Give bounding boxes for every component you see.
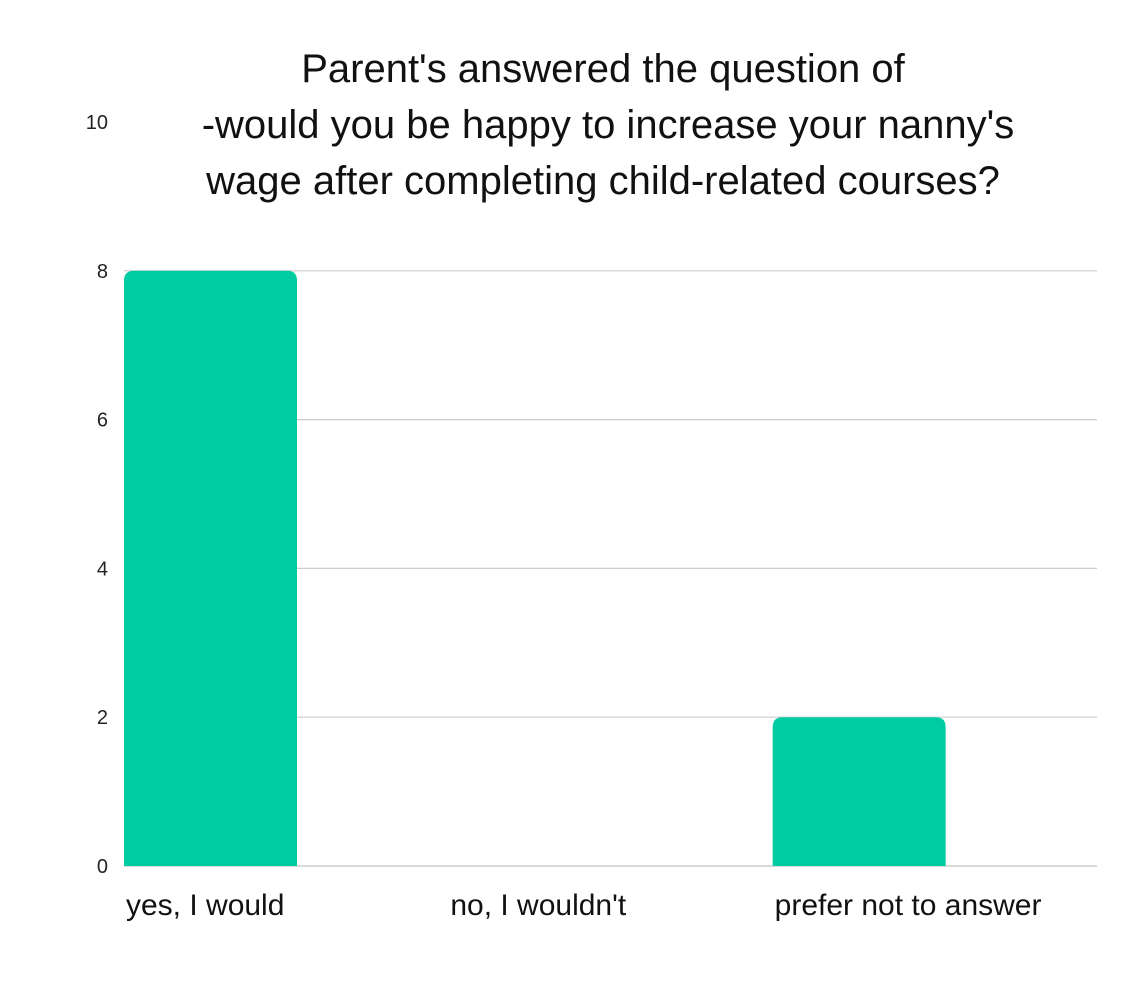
- y-tick-label: 4: [97, 558, 108, 580]
- bar-2: [772, 717, 946, 866]
- y-axis-ticks: 0 2 4 6 8 10: [86, 112, 108, 878]
- y-tick-label: 0: [97, 856, 108, 878]
- x-axis-labels: yes, I would no, I wouldn't prefer not to …: [126, 889, 1041, 922]
- chart-title-line-3: wage after completing child-related cour…: [205, 159, 1000, 203]
- x-category-label: prefer not to answer: [775, 889, 1042, 922]
- y-tick-label: 10: [86, 112, 108, 134]
- chart-title-line-1: Parent's answered the question of: [301, 47, 905, 91]
- x-category-label: yes, I would: [126, 889, 284, 922]
- y-tick-label: 8: [97, 261, 108, 283]
- y-tick-label: 6: [97, 410, 108, 432]
- bars-layer: [124, 270, 946, 866]
- chart-title: Parent's answered the question of -would…: [202, 47, 1015, 203]
- x-category-label: no, I wouldn't: [450, 889, 627, 922]
- y-tick-label: 2: [97, 707, 108, 729]
- bar-0: [124, 270, 297, 866]
- chart-title-line-2: -would you be happy to increase your nan…: [202, 103, 1015, 147]
